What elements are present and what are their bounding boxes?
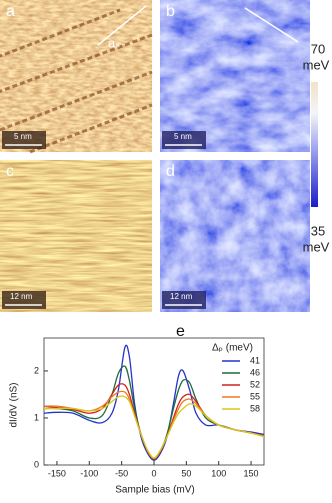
- panel-label: a: [6, 3, 15, 20]
- gap-map: [160, 0, 310, 152]
- x-tick-label: -150: [48, 468, 66, 478]
- panel-label: e: [176, 323, 185, 340]
- scale-bar-label: 5 nm: [14, 132, 32, 141]
- scale-bar-label: 12 nm: [170, 292, 193, 301]
- panel-label: b: [166, 3, 175, 20]
- x-tick-label: 0: [151, 468, 156, 478]
- legend-label: 46: [250, 367, 260, 377]
- y-tick-label: 2: [34, 365, 39, 375]
- panel-a: a aₛ 5 nm: [0, 0, 153, 154]
- series-line: [43, 365, 265, 461]
- legend-label: 55: [250, 391, 260, 401]
- x-tick-label: 50: [181, 468, 191, 478]
- scan-line: [244, 7, 299, 43]
- colorbar-unit: meV: [303, 239, 330, 254]
- panel-label: c: [6, 163, 14, 180]
- panel-b: b 5 nm: [160, 0, 310, 152]
- colorbar-gradient: [311, 82, 318, 207]
- panel-d: d 12 nm: [160, 160, 310, 312]
- stm-image: [0, 0, 152, 152]
- colorbar-unit: meV: [303, 57, 330, 72]
- x-tick-label: 100: [211, 468, 226, 478]
- panel-c: c 12 nm: [0, 160, 152, 312]
- scan-line: [97, 5, 147, 46]
- legend-label: 58: [250, 403, 260, 413]
- colorbar-max: 70: [311, 41, 325, 56]
- colorbar-min: 35: [311, 223, 325, 238]
- y-axis-label: dI/dV (nS): [9, 382, 20, 427]
- plot-frame: [43, 337, 265, 466]
- x-tick-label: -50: [115, 468, 128, 478]
- y-tick-label: 0: [34, 459, 39, 469]
- stm-image: [0, 160, 152, 312]
- series-line: [43, 383, 265, 460]
- series-line: [43, 395, 265, 459]
- series-line: [43, 390, 265, 460]
- y-tick-label: 1: [34, 412, 39, 422]
- scale-bar-label: 12 nm: [10, 292, 33, 301]
- chart: e Sample bias (mV) dI/dV (nS) Δₚ (meV): [9, 323, 253, 495]
- legend-label: 52: [250, 379, 260, 389]
- legend-label: 41: [250, 355, 260, 365]
- x-tick-label: -100: [80, 468, 98, 478]
- scale-bar-label: 5 nm: [174, 132, 192, 141]
- panel-label: d: [166, 163, 175, 180]
- series-line: [43, 344, 265, 461]
- colorbar: 70 meV 35 meV: [303, 41, 330, 254]
- annotation: aₛ: [108, 35, 120, 50]
- x-axis-label: Sample bias (mV): [115, 485, 194, 496]
- gap-map: [160, 160, 310, 312]
- x-tick-label: 150: [244, 468, 259, 478]
- stripes: [0, 8, 153, 154]
- legend-title: Δₚ (meV): [212, 343, 253, 354]
